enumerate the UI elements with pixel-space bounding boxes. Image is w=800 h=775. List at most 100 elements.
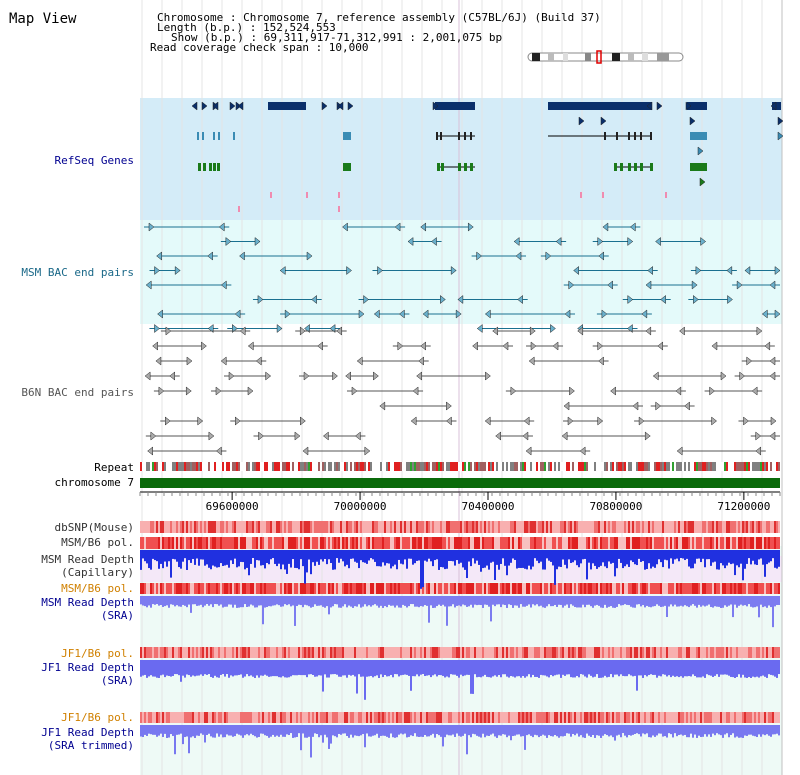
jf1-pol-cell	[280, 647, 282, 658]
jf1-pol-cell	[488, 647, 490, 658]
jf1-pol-cell	[196, 647, 198, 658]
heatmap-tracks[interactable]	[140, 521, 780, 723]
repeat-element	[576, 462, 578, 471]
jf1-trimmed-depth-bar	[142, 725, 144, 738]
jf1-sra-depth-bar	[344, 660, 346, 676]
jf1-pol-cell	[620, 647, 622, 658]
capillary-depth-bar	[450, 550, 452, 561]
jf1-pol-cell	[580, 647, 582, 658]
msm-sra-depth-bar	[400, 596, 402, 608]
jf1-trimmed-depth-bar	[264, 725, 266, 736]
b6n-bac-end	[598, 356, 604, 366]
repeat-element	[460, 462, 462, 471]
dbsnp-cell	[602, 521, 604, 533]
jf1-pol2-cell	[424, 712, 426, 723]
capillary-depth-bar	[216, 550, 218, 568]
msm-sra-depth-bar	[726, 596, 728, 607]
msm-bac-track[interactable]	[144, 222, 781, 334]
msm-pol2-cell	[176, 583, 178, 594]
jf1-sra-depth-bar	[442, 660, 444, 676]
jf1-pol2-cell	[588, 712, 590, 723]
jf1-trimmed-depth-bar	[596, 725, 598, 736]
msm-pol-cell	[726, 537, 728, 549]
capillary-depth-bar	[498, 550, 500, 570]
capillary-depth-bar	[348, 550, 350, 569]
jf1-pol2-cell	[764, 712, 766, 723]
jf1-trimmed-depth-bar	[174, 725, 176, 755]
jf1-pol2-cell	[640, 712, 642, 723]
dbsnp-cell	[398, 521, 400, 533]
msm-pol2-cell	[340, 583, 342, 594]
msm-sra-depth-bar	[484, 596, 486, 605]
jf1-pol2-cell	[352, 712, 354, 723]
msm-sra-depth-bar	[550, 596, 552, 607]
jf1-sra-depth-bar	[534, 660, 536, 677]
jf1-trimmed-depth-bar	[670, 725, 672, 735]
jf1-pol2-cell	[672, 712, 674, 723]
repeat-element	[266, 462, 268, 471]
repeat-element	[602, 462, 604, 471]
jf1-trimmed-depth-bar	[722, 725, 724, 738]
repeat-element	[318, 462, 320, 471]
dbsnp-cell	[184, 521, 186, 533]
repeat-track[interactable]	[140, 462, 780, 471]
msm-sra-depth-bar	[392, 596, 394, 606]
msm-pol2-cell	[290, 583, 292, 594]
msm-pol-cell	[374, 537, 376, 549]
jf1-trimmed-depth-bar	[442, 725, 444, 747]
msm-pol-cell	[160, 537, 162, 549]
jf1-sra-depth-bar	[274, 660, 276, 677]
capillary-depth-bar	[308, 550, 310, 560]
jf1-sra-depth-bar	[434, 660, 436, 675]
jf1-sra-depth-bar	[454, 660, 456, 675]
msm-pol2-cell	[588, 583, 590, 594]
read-depth-tracks[interactable]	[140, 550, 780, 758]
jf1-pol-cell	[590, 647, 592, 658]
dbsnp-cell	[760, 521, 762, 533]
msm-pol-cell	[270, 537, 272, 549]
msm-pol2-cell	[432, 583, 434, 594]
repeat-element	[684, 462, 686, 471]
jf1-pol-cell	[460, 647, 462, 658]
refseq-genes-track[interactable]	[191, 101, 784, 212]
capillary-depth-bar	[648, 550, 650, 564]
dbsnp-cell	[714, 521, 716, 533]
jf1-sra-depth-bar	[524, 660, 526, 678]
gene-arrow	[600, 116, 607, 126]
repeat-element	[528, 462, 530, 471]
jf1-trimmed-depth-bar	[648, 725, 650, 738]
jf1-sra-depth-bar	[762, 660, 764, 676]
jf1-sra-depth-bar	[484, 660, 486, 675]
msm-pol2-cell	[332, 583, 334, 594]
jf1-pol2-cell	[154, 712, 156, 723]
jf1-trimmed-depth-bar	[776, 725, 778, 734]
b6n-bac-track[interactable]	[144, 326, 780, 456]
jf1-sra-depth-bar	[720, 660, 722, 675]
dbsnp-cell	[172, 521, 174, 533]
repeat-element	[332, 462, 334, 471]
msm-pol2-cell	[254, 583, 256, 594]
b6n-bac-end	[355, 431, 361, 441]
chromosome-ideogram[interactable]	[527, 50, 684, 64]
capillary-depth-bar	[170, 550, 172, 578]
capillary-depth-bar	[330, 550, 332, 563]
repeat-element	[482, 462, 484, 471]
msm-pol-cell	[432, 537, 434, 549]
b6n-bac-end	[597, 416, 604, 426]
jf1-pol-cell	[652, 647, 654, 658]
msm-pol-cell	[728, 537, 730, 549]
dbsnp-cell	[240, 521, 242, 533]
jf1-trimmed-depth-bar	[754, 725, 756, 737]
msm-pol-cell	[298, 537, 300, 549]
jf1-trimmed-depth-bar	[198, 725, 200, 736]
msm-pol-cell	[684, 537, 686, 549]
repeat-element	[218, 462, 220, 471]
jf1-pol-cell	[752, 647, 754, 658]
msm-pol-cell	[748, 537, 750, 549]
dbsnp-cell	[416, 521, 418, 533]
chromosome-bar[interactable]	[140, 478, 780, 488]
jf1-trimmed-depth-bar	[662, 725, 664, 737]
msm-pol-cell	[188, 537, 190, 549]
jf1-trimmed-depth-bar	[762, 725, 764, 735]
repeat-element	[156, 462, 158, 471]
